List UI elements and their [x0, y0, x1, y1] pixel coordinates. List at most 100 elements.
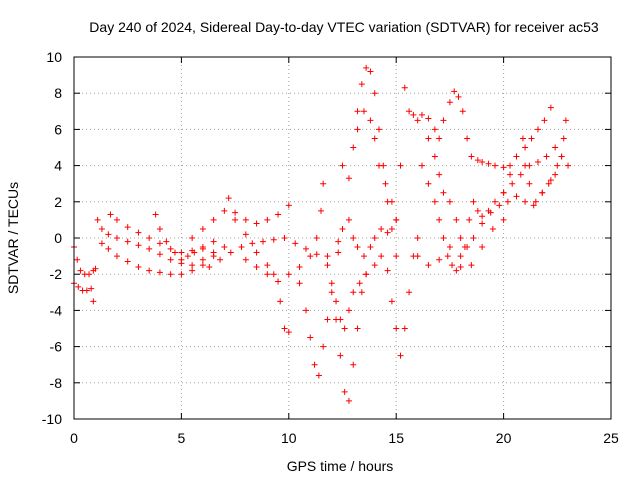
data-point	[167, 245, 174, 252]
data-point	[313, 251, 320, 258]
data-point	[363, 64, 370, 71]
y-tick-label: -4	[50, 302, 63, 318]
data-point	[425, 115, 432, 122]
data-point	[378, 253, 385, 260]
data-point	[320, 180, 327, 187]
y-tick-label: -10	[42, 411, 62, 427]
data-point	[526, 180, 533, 187]
data-point	[504, 198, 511, 205]
data-point	[98, 240, 105, 247]
data-point	[453, 216, 460, 223]
data-point	[350, 361, 357, 368]
data-point	[519, 135, 526, 142]
data-point	[468, 153, 475, 160]
data-point	[296, 280, 303, 287]
series-satellite-track-17	[418, 135, 567, 274]
data-point	[113, 216, 120, 223]
data-point	[459, 108, 466, 115]
series-satellite-track-20	[414, 216, 507, 269]
data-point	[221, 244, 228, 251]
data-point	[388, 225, 395, 232]
data-point	[479, 158, 486, 165]
series-satellite-track-6	[152, 211, 206, 263]
data-point	[171, 249, 178, 256]
data-point	[210, 216, 217, 223]
data-point	[371, 135, 378, 142]
x-tick-label: 15	[388, 430, 404, 446]
data-point	[124, 258, 131, 265]
data-point	[541, 117, 548, 124]
data-point	[388, 198, 395, 205]
data-point	[189, 262, 196, 269]
data-points	[71, 64, 572, 404]
data-point	[354, 325, 361, 332]
data-point	[384, 229, 391, 236]
series-satellite-track-15	[354, 108, 400, 223]
series-satellite-track-8	[206, 235, 342, 270]
data-point	[333, 298, 340, 305]
data-point	[425, 135, 432, 142]
data-point	[253, 220, 260, 227]
data-point	[479, 220, 486, 227]
x-tick-label: 0	[70, 430, 78, 446]
data-point	[492, 162, 499, 169]
data-point	[135, 242, 142, 249]
series-satellite-track-2	[71, 280, 97, 305]
data-point	[285, 202, 292, 209]
data-point	[167, 271, 174, 278]
data-point	[83, 287, 90, 294]
chart-title: Day 240 of 2024, Sidereal Day-to-day VTE…	[89, 19, 599, 35]
data-point	[350, 289, 357, 296]
data-point	[337, 316, 344, 323]
data-point	[302, 307, 309, 314]
data-point	[328, 280, 335, 287]
series-satellite-track-19	[500, 117, 572, 205]
data-point	[358, 289, 365, 296]
data-point	[199, 245, 206, 252]
data-point	[522, 198, 529, 205]
data-point	[146, 267, 153, 274]
series-satellite-track-1	[71, 244, 99, 278]
data-point	[414, 235, 421, 241]
data-point	[156, 269, 163, 276]
data-point	[414, 253, 421, 260]
data-point	[337, 352, 344, 359]
data-point	[88, 285, 95, 292]
data-point	[227, 249, 234, 256]
data-point	[311, 361, 318, 368]
series-satellite-track-5	[107, 211, 217, 256]
data-point	[315, 372, 322, 379]
data-point	[354, 244, 361, 251]
data-point	[264, 216, 271, 223]
grid-lines	[74, 57, 611, 419]
data-point	[124, 224, 131, 231]
data-point	[470, 235, 477, 241]
series-satellite-track-14	[339, 64, 400, 260]
data-point	[436, 256, 443, 263]
data-point	[397, 162, 404, 169]
data-point	[113, 253, 120, 260]
data-point	[94, 216, 101, 223]
y-tick-label: 2	[54, 194, 62, 210]
data-point	[350, 235, 357, 241]
data-point	[77, 267, 84, 274]
data-point	[431, 153, 438, 160]
data-point	[105, 231, 112, 238]
data-point	[163, 238, 170, 245]
data-point	[397, 352, 404, 359]
data-point	[451, 88, 458, 95]
data-point	[199, 256, 206, 263]
data-point	[296, 263, 303, 270]
data-point	[275, 211, 282, 218]
x-tick-label: 20	[496, 430, 512, 446]
data-point	[378, 225, 385, 232]
data-point	[492, 198, 499, 205]
y-tick-label: 8	[54, 85, 62, 101]
data-point	[345, 307, 352, 314]
series-satellite-track-4	[98, 240, 228, 278]
data-point	[156, 240, 163, 247]
data-point	[178, 256, 185, 263]
series-satellite-track-3	[94, 216, 217, 269]
data-point	[135, 263, 142, 270]
